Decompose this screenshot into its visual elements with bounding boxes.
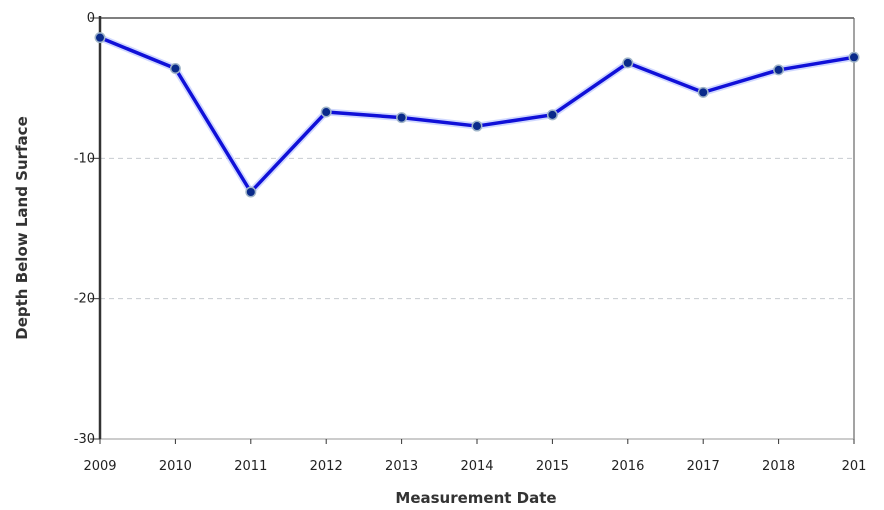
x-tick-label: 2012	[310, 459, 343, 474]
y-tick-label: -10	[74, 151, 95, 166]
x-tick-label: 2015	[536, 459, 569, 474]
data-point	[774, 65, 783, 74]
x-tick-label: 2013	[385, 459, 418, 474]
data-point	[623, 58, 632, 67]
x-axis-title: Measurement Date	[395, 489, 556, 507]
x-tick-label: 2010	[159, 459, 192, 474]
x-tick-label: 2016	[611, 459, 644, 474]
x-tick-label: 2011	[234, 459, 267, 474]
data-point	[699, 88, 708, 97]
data-point	[850, 53, 858, 62]
x-tick-label: 2018	[762, 459, 795, 474]
x-axis-ticks: 2009 2010 2011 2012 2013 2014 2015 2016 2017 2018…	[83, 439, 866, 474]
x-tick-label: 2017	[687, 459, 720, 474]
data-point	[96, 33, 104, 42]
data-point	[171, 64, 180, 73]
x-tick-label: 2009	[83, 459, 116, 474]
data-point	[548, 110, 557, 119]
y-axis-ticks: 0 -10 -20 -30	[74, 11, 100, 447]
series-line-glow	[98, 34, 855, 196]
series-group	[94, 32, 860, 198]
data-point	[473, 122, 481, 131]
y-axis-title: Depth Below Land Surface	[13, 116, 31, 339]
x-tick-label: 2014	[460, 459, 493, 474]
grid-lines	[100, 157, 854, 300]
series-line	[99, 36, 855, 194]
y-tick-label: -30	[74, 432, 95, 447]
y-tick-label: -20	[74, 292, 95, 307]
x-tick-label: 201	[842, 459, 867, 474]
data-point	[322, 108, 331, 117]
data-point	[246, 188, 255, 197]
y-tick-label: 0	[87, 11, 95, 26]
data-point	[397, 113, 406, 122]
